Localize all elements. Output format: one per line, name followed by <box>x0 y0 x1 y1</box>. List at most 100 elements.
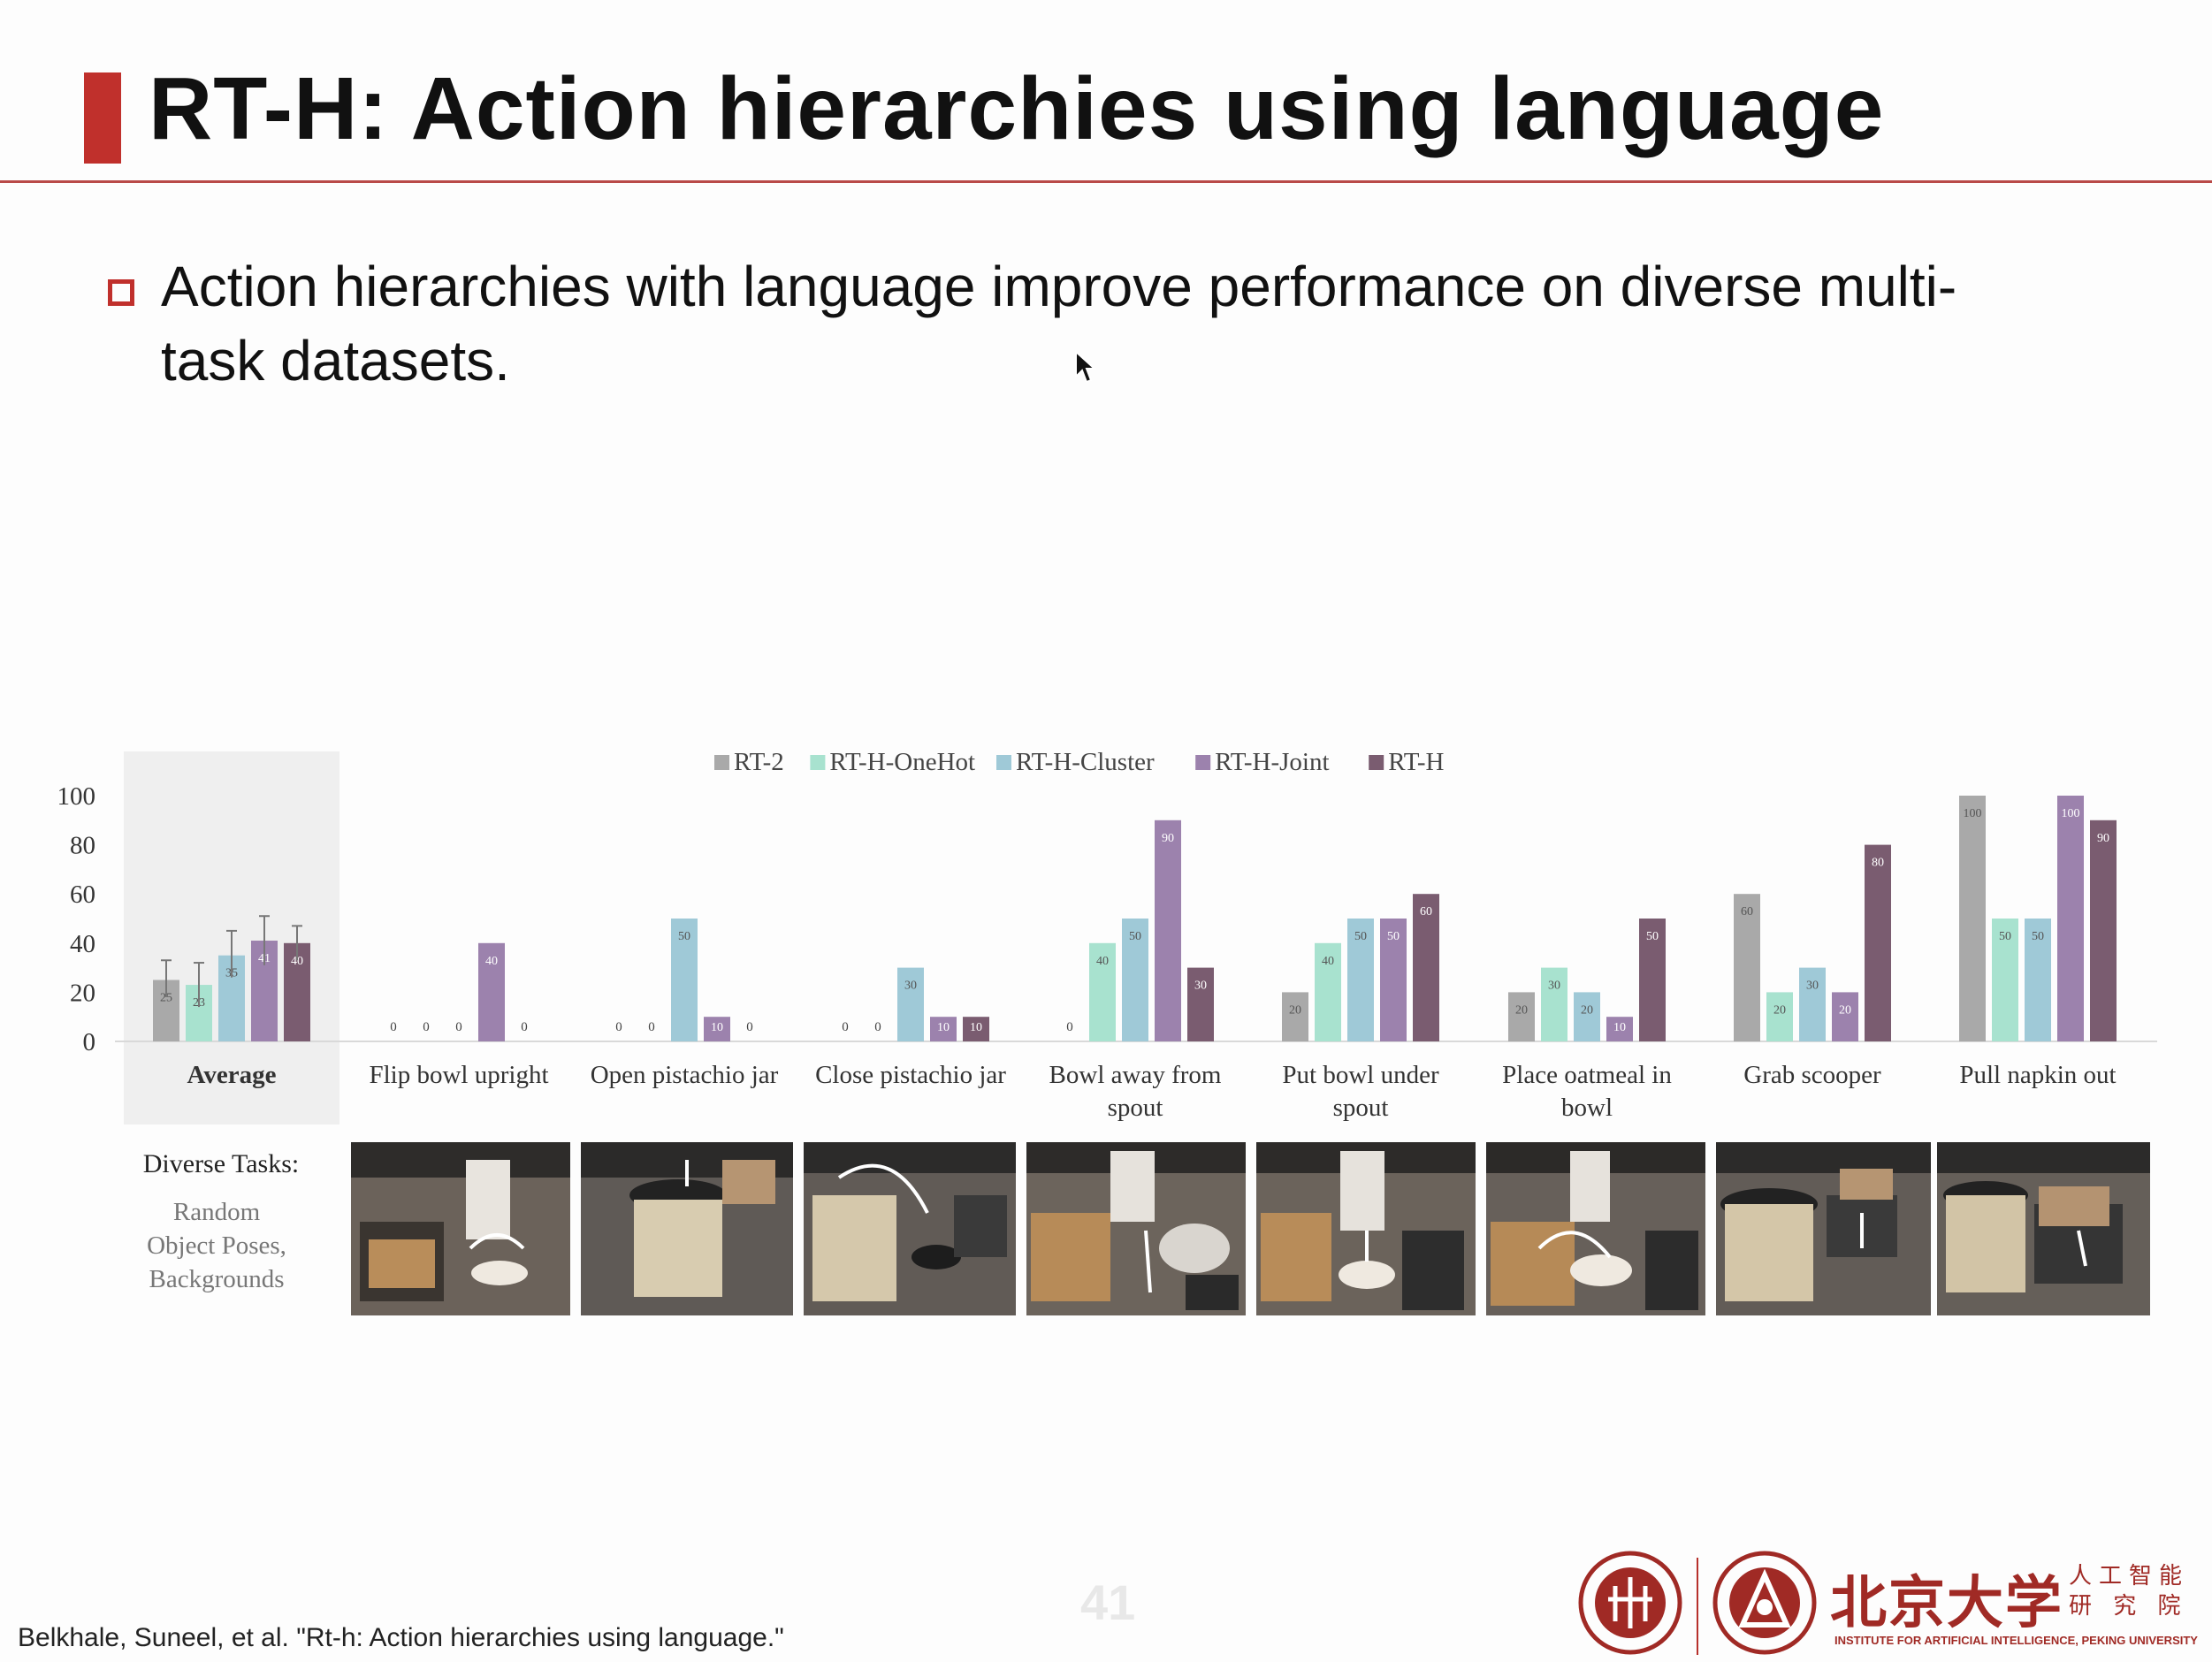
bar <box>930 1017 957 1041</box>
bar-value-label: 10 <box>970 1021 982 1034</box>
bar-value-label: 20 <box>1773 1003 1786 1017</box>
bar-value-label: 0 <box>842 1020 849 1034</box>
bar-value-label: 0 <box>648 1020 655 1034</box>
legend-label: RT-2 <box>734 748 784 776</box>
legend-swatch <box>810 755 826 770</box>
page-number: 41 <box>1080 1574 1136 1630</box>
bar <box>1508 992 1535 1041</box>
task-photo-bowl-under <box>1256 1142 1476 1315</box>
bar <box>2057 796 2084 1041</box>
bar <box>963 1017 989 1041</box>
category-label: Pull napkin out <box>1959 1061 2116 1089</box>
bar <box>1413 894 1439 1041</box>
title-divider <box>0 180 2212 183</box>
logo-area: 北京大学 人工智能 研 究 院 INSTITUTE FOR ARTIFICIAL… <box>1578 1549 2198 1659</box>
bar-value-label: 10 <box>937 1021 950 1034</box>
bar <box>2025 919 2051 1041</box>
category-label: spout <box>1108 1094 1163 1122</box>
legend-swatch <box>1195 755 1211 770</box>
bar <box>1639 919 1666 1041</box>
legend-swatch <box>1369 755 1384 770</box>
bar-value-label: 60 <box>1741 905 1753 919</box>
bar <box>1282 992 1308 1041</box>
category-label: Open pistachio jar <box>591 1061 779 1089</box>
category-label: spout <box>1333 1094 1389 1122</box>
category-label: Flip bowl upright <box>369 1061 548 1089</box>
citation: Belkhale, Suneel, et al. "Rt-h: Action h… <box>18 1623 784 1652</box>
bar-value-label: 30 <box>1194 980 1207 993</box>
bar <box>1541 967 1567 1041</box>
bar-value-label: 40 <box>291 955 303 968</box>
category-label: Bowl away from <box>1049 1061 1222 1089</box>
bar <box>1347 919 1374 1041</box>
slide-title: RT-H: Action hierarchies using language <box>149 59 1885 158</box>
y-tick-label: 0 <box>83 1028 96 1056</box>
legend-label: RT-H-Joint <box>1215 748 1329 776</box>
institute-name-en: INSTITUTE FOR ARTIFICIAL INTELLIGENCE, P… <box>1834 1634 2198 1647</box>
category-label: bowl <box>1561 1094 1613 1122</box>
diverse-tasks-subtitle-line: Random <box>172 1198 261 1226</box>
bar-value-label: 50 <box>1129 930 1141 943</box>
bar <box>1089 942 1116 1041</box>
bar-value-label: 50 <box>1999 930 2011 943</box>
bar <box>1315 942 1341 1041</box>
bar <box>1155 820 1181 1041</box>
diverse-tasks-subtitle: Random Object Poses, Backgrounds <box>106 1195 327 1296</box>
bar-value-label: 0 <box>521 1020 528 1034</box>
task-photo-flip-bowl <box>351 1142 570 1315</box>
bar-value-label: 40 <box>1096 955 1109 968</box>
bar <box>897 967 924 1041</box>
task-photo-grab-scooper <box>1716 1142 1931 1315</box>
y-tick-label: 40 <box>70 930 95 958</box>
bullet-text: Action hierarchies with language improve… <box>161 255 1957 393</box>
task-photo-bowl-away <box>1026 1142 1246 1315</box>
bar-value-label: 0 <box>874 1020 881 1034</box>
bar-value-label: 0 <box>746 1020 753 1034</box>
bar-value-label: 50 <box>678 930 690 943</box>
category-label: Place oatmeal in <box>1502 1061 1672 1089</box>
bar <box>1606 1017 1633 1041</box>
legend-label: RT-H-Cluster <box>1016 748 1155 776</box>
bar-value-label: 60 <box>1420 905 1432 919</box>
bar-value-label: 0 <box>455 1020 462 1034</box>
task-photo-pull-napkin <box>1937 1142 2150 1315</box>
bar <box>478 942 505 1041</box>
bar <box>1766 992 1793 1041</box>
diverse-tasks-subtitle-line: Backgrounds <box>149 1265 285 1293</box>
bar-value-label: 90 <box>1162 832 1174 845</box>
bar-value-label: 30 <box>1806 980 1819 993</box>
bar <box>1380 919 1407 1041</box>
bar-value-label: 0 <box>423 1020 430 1034</box>
legend-label: RT-H <box>1388 748 1444 776</box>
bar-value-label: 40 <box>1322 955 1334 968</box>
bar <box>1959 796 1986 1041</box>
bar-value-label: 0 <box>1066 1020 1073 1034</box>
bar-value-label: 50 <box>1646 930 1659 943</box>
peking-university-seal-icon <box>1712 1551 1817 1655</box>
task-photo-close-jar <box>804 1142 1016 1315</box>
bar-value-label: 25 <box>160 992 172 1005</box>
bar-value-label: 100 <box>2062 807 2080 820</box>
bar-value-label: 100 <box>1964 807 1982 820</box>
bar-value-label: 50 <box>2032 930 2044 943</box>
category-label: Put bowl under <box>1282 1061 1439 1089</box>
category-label: Average <box>187 1061 277 1089</box>
legend-swatch <box>714 755 729 770</box>
institute-name-cn: 人工智能 研 究 院 <box>2069 1561 2193 1621</box>
category-label: Close pistachio jar <box>815 1061 1006 1089</box>
bar-value-label: 0 <box>615 1020 622 1034</box>
bar <box>2090 820 2117 1041</box>
bar <box>1187 967 1214 1041</box>
bar <box>1832 992 1858 1041</box>
legend-label: RT-H-OneHot <box>829 748 975 776</box>
bar <box>704 1017 730 1041</box>
bar-value-label: 20 <box>1581 1003 1593 1017</box>
bar-value-label: 80 <box>1872 857 1884 870</box>
bar-value-label: 30 <box>1548 980 1560 993</box>
peking-university-seal-icon <box>1578 1551 1682 1655</box>
y-tick-label: 20 <box>70 979 95 1007</box>
category-label: Grab scooper <box>1743 1061 1881 1089</box>
logo-divider <box>1697 1558 1698 1655</box>
institute-name-cn-line: 人工智能 <box>2069 1563 2190 1590</box>
bar <box>1865 844 1891 1041</box>
